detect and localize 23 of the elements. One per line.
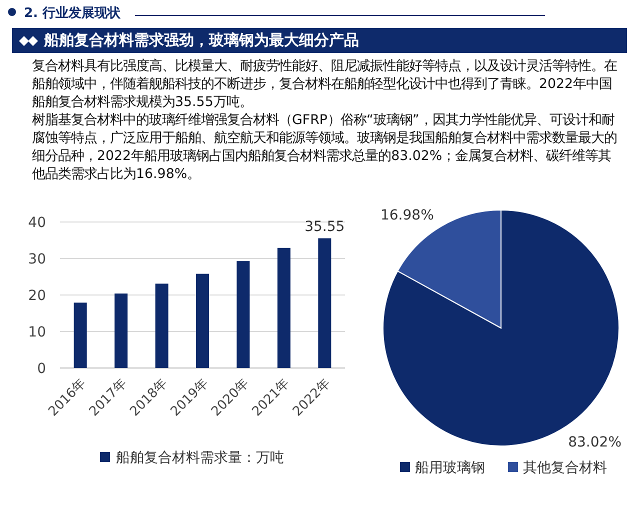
bar	[196, 274, 209, 368]
legend-label: 船舶复合材料需求量：万吨	[116, 450, 284, 466]
pie-slice	[382, 210, 620, 446]
text: 复合材料具有比强度高、比模量大、耐疲劳性能好、阻尼减振性能好等特点，以及设计灵活等特性。在船舶领域中，伴随着舰船科技的不断进步，复合材料在船舶轻型化设计中也得到了青睐。2022年中国船舶复合材料需求规模为35.55万吨。	[32, 58, 618, 112]
bar	[318, 238, 332, 368]
data-label: 16.98%	[380, 207, 434, 224]
y-tick-label: 10	[28, 324, 46, 340]
y-tick-label: 40	[28, 215, 46, 231]
text: 2. 行业发展现状	[24, 5, 121, 22]
bar	[114, 294, 128, 368]
y-tick-label: 0	[37, 361, 46, 377]
bar	[74, 302, 87, 368]
data-label: 35.55	[304, 219, 345, 236]
legend-label: 船用玻璃钢	[415, 460, 485, 476]
y-tick-label: 30	[28, 252, 46, 268]
chart-title: 船舶复合材料需求强劲，玻璃钢为最大细分产品	[44, 31, 359, 50]
bar	[155, 284, 168, 368]
bar	[277, 248, 290, 368]
y-tick-label: 20	[28, 288, 46, 304]
data-label: 83.02%	[568, 434, 622, 451]
legend-label: 其他复合材料	[523, 460, 607, 476]
bar	[236, 261, 250, 368]
text: 树脂基复合材料中的玻璃纤维增强复合材料（GFRP）俗称“玻璃钢”，因其力学性能优异、可设计和耐腐蚀等特点，广泛应用于船舶、航空航天和能源等领域。玻璃钢是我国船舶复合材料中需求数量最大的细分品种，2022年船用玻璃钢占国内船舶复合材料需求总量的83.02%；金属复合材料、碳纤维等其他品类需求占比为16.98%。	[32, 112, 618, 184]
